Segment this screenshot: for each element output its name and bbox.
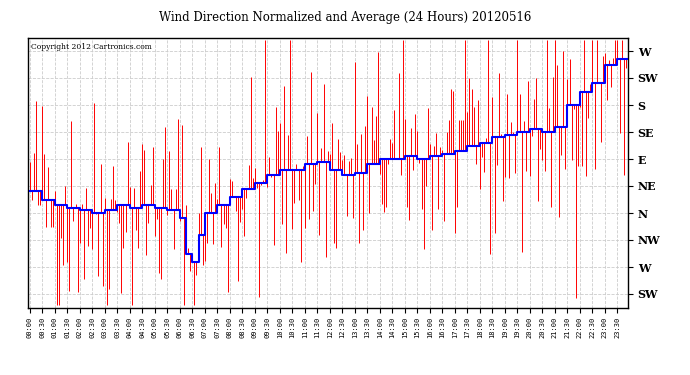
Text: Copyright 2012 Cartronics.com: Copyright 2012 Cartronics.com [30, 43, 152, 51]
Text: Wind Direction Normalized and Average (24 Hours) 20120516: Wind Direction Normalized and Average (2… [159, 11, 531, 24]
